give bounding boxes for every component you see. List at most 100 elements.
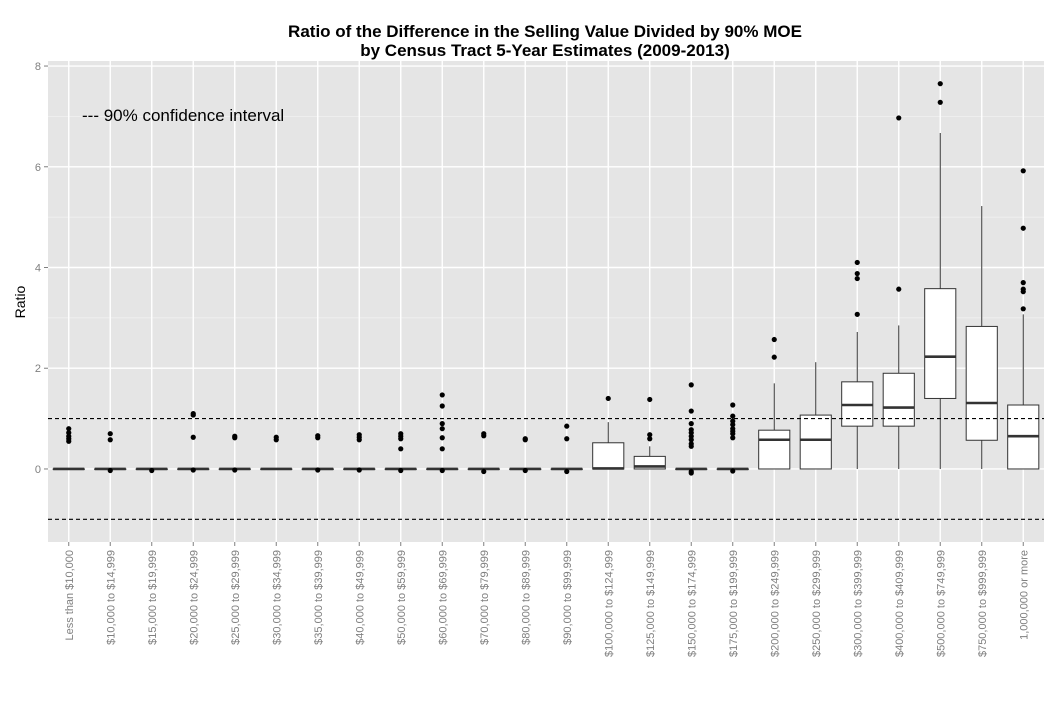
outlier-point	[149, 467, 155, 474]
box-group	[509, 436, 542, 474]
chart-title: Ratio of the Difference in the Selling V…	[288, 22, 802, 41]
outlier-point	[107, 467, 113, 474]
outlier-point	[439, 421, 445, 427]
outlier-point	[439, 467, 445, 474]
outlier-point	[315, 467, 321, 473]
outlier-point	[1020, 168, 1026, 174]
x-tick-label: 1,000,000 or more	[1018, 550, 1030, 640]
outlier-point	[481, 468, 487, 475]
outlier-point	[66, 438, 72, 444]
outlier-point	[1020, 306, 1026, 312]
outlier-point	[522, 437, 528, 443]
x-tick-label: $25,000 to $29,999	[230, 550, 242, 645]
outlier-point	[439, 403, 445, 409]
x-tick-label: $90,000 to $99,999	[562, 550, 574, 645]
outlier-point	[1020, 289, 1026, 295]
outlier-point	[730, 413, 736, 419]
outlier-point	[854, 259, 860, 266]
x-tick-label: $70,000 to $79,999	[479, 550, 491, 645]
outlier-point	[730, 422, 736, 428]
outlier-point	[107, 431, 113, 437]
box-group	[135, 467, 168, 474]
box-rect	[965, 325, 998, 441]
outlier-point	[232, 435, 238, 441]
y-tick-label: 2	[35, 363, 41, 375]
box-group	[716, 402, 749, 474]
box-group	[675, 382, 708, 476]
y-tick-label: 8	[35, 61, 41, 73]
outlier-point	[564, 436, 570, 442]
box-group	[924, 81, 957, 469]
outlier-point	[273, 437, 279, 443]
x-tick-label: $10,000 to $14,999	[105, 550, 117, 645]
box-group	[592, 395, 625, 470]
outlier-point	[688, 443, 694, 449]
box-rect	[882, 372, 915, 427]
box-rect	[924, 288, 957, 399]
x-tick-label: $250,000 to $299,999	[811, 550, 823, 657]
box-group	[426, 392, 459, 474]
outlier-point	[1020, 225, 1026, 231]
x-tick-label: $50,000 to $59,999	[396, 550, 408, 645]
box-group	[965, 206, 998, 469]
outlier-point	[896, 115, 902, 121]
outlier-point	[937, 99, 943, 105]
y-tick-label: 6	[35, 162, 41, 174]
x-tick-label: $150,000 to $174,999	[686, 550, 698, 657]
outlier-point	[647, 436, 653, 442]
outlier-point	[232, 467, 238, 473]
outlier-point	[439, 446, 445, 452]
box-rect	[799, 414, 832, 470]
x-tick-label: $200,000 to $249,999	[769, 550, 781, 657]
outlier-point	[937, 81, 943, 87]
x-tick-label: $80,000 to $89,999	[520, 550, 532, 645]
outlier-point	[605, 395, 611, 402]
outlier-point	[315, 435, 321, 441]
outlier-point	[481, 433, 487, 439]
box-group	[52, 426, 85, 471]
x-tick-label: $400,000 to $409,999	[894, 550, 906, 657]
outlier-point	[439, 435, 445, 441]
outlier-point	[647, 396, 653, 403]
outlier-point	[439, 426, 445, 432]
box-group	[177, 410, 210, 473]
outlier-point	[896, 286, 902, 292]
outlier-point	[688, 421, 694, 427]
box-group	[758, 336, 791, 470]
outlier-point	[107, 437, 113, 443]
x-tick-label: $35,000 to $39,999	[313, 550, 325, 645]
y-tick-label: 4	[35, 263, 41, 275]
box-group	[1007, 168, 1040, 470]
box-group	[260, 434, 293, 471]
outlier-point	[730, 435, 736, 441]
outlier-point	[564, 468, 570, 475]
outlier-point	[771, 354, 777, 360]
outlier-point	[730, 468, 736, 474]
box-group	[218, 433, 251, 473]
outlier-point	[688, 437, 694, 443]
chart-subtitle: by Census Tract 5-Year Estimates (2009-2…	[360, 41, 729, 60]
outlier-point	[854, 270, 860, 277]
outlier-point	[1020, 280, 1026, 286]
box-group	[799, 362, 832, 470]
outlier-point	[854, 311, 860, 317]
x-tick-label: $125,000 to $149,999	[645, 550, 657, 657]
box-group	[343, 432, 376, 473]
outlier-point	[771, 336, 777, 343]
plot-panel	[48, 61, 1044, 542]
outlier-point	[688, 382, 694, 388]
box-group	[550, 423, 583, 475]
box-group	[94, 431, 127, 474]
outlier-point	[398, 436, 404, 442]
y-axis-label: Ratio	[12, 285, 28, 318]
box-rect	[758, 429, 791, 470]
outlier-point	[564, 423, 570, 429]
x-tick-label: $60,000 to $69,999	[437, 550, 449, 645]
box-group	[301, 433, 334, 473]
x-tick-label: $300,000 to $399,999	[852, 550, 864, 657]
box-group	[467, 431, 500, 475]
outlier-point	[398, 446, 404, 452]
x-tick-label: $750,000 to $999,999	[977, 550, 989, 657]
outlier-point	[190, 434, 196, 440]
